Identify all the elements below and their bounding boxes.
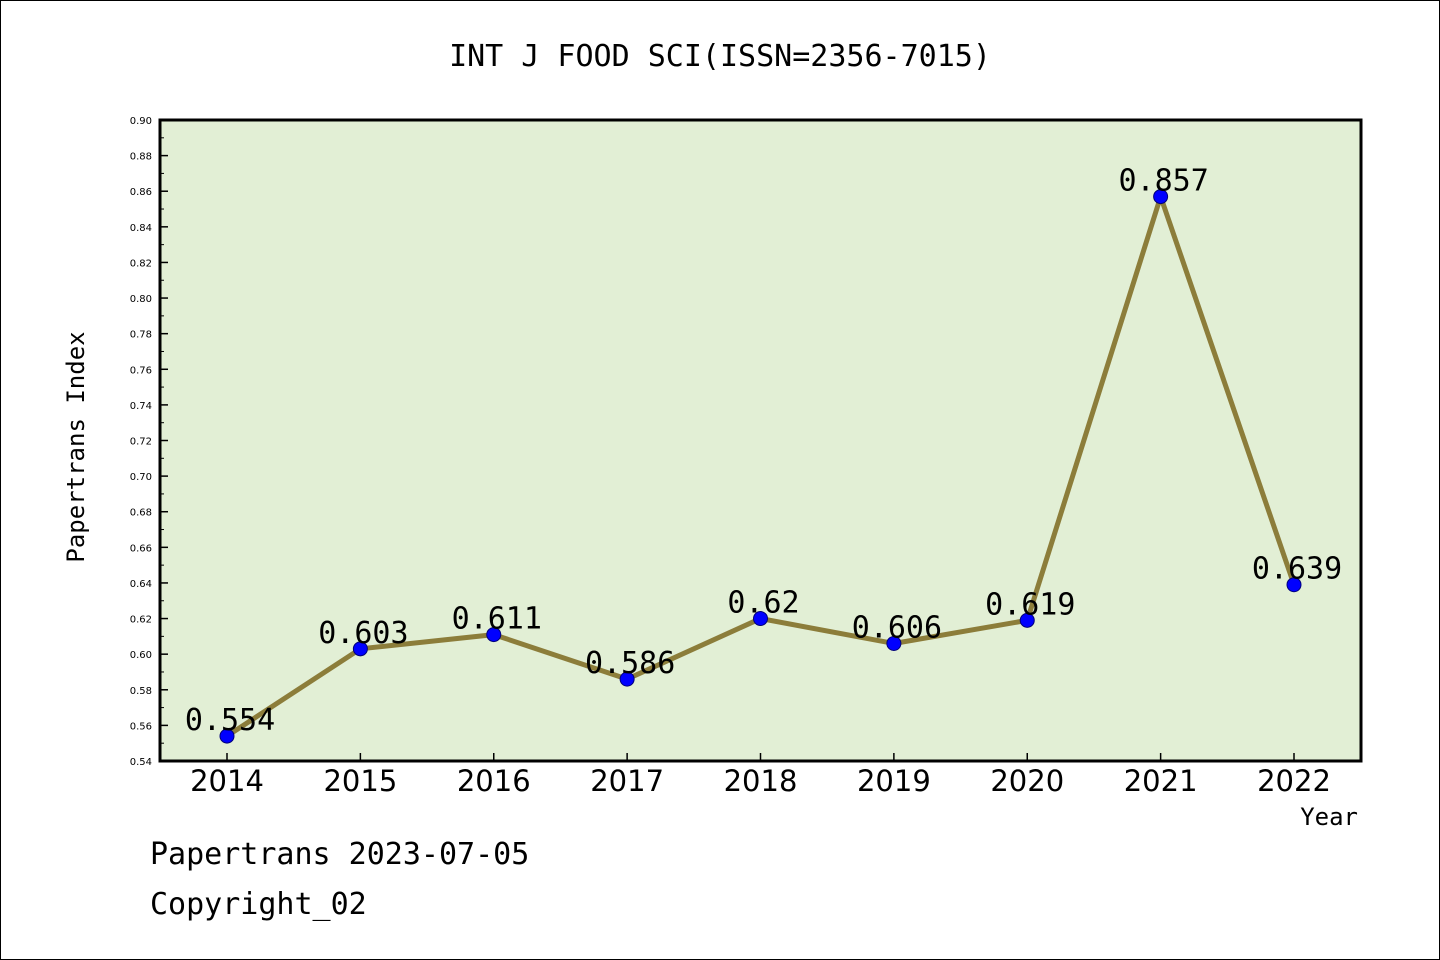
chart-title: INT J FOOD SCI(ISSN=2356-7015): [449, 39, 991, 74]
x-tick-label: 2017: [590, 764, 664, 798]
y-tick-label: 0.64: [130, 579, 152, 590]
y-tick-label: 0.68: [130, 508, 152, 519]
data-label: 0.603: [318, 616, 408, 651]
y-tick-label: 0.72: [130, 437, 152, 448]
y-tick-label: 0.56: [130, 721, 152, 732]
footer-date: Papertrans 2023-07-05: [150, 837, 529, 872]
y-tick-label: 0.60: [130, 650, 152, 661]
y-tick-label: 0.58: [130, 686, 152, 697]
y-tick-label: 0.88: [130, 152, 152, 163]
data-point: [352, 641, 368, 657]
x-tick-label: 2014: [190, 764, 264, 798]
x-tick-label: 2019: [857, 764, 931, 798]
y-tick-label: 0.66: [130, 543, 152, 554]
footer-copyright: Copyright_02: [150, 887, 367, 922]
y-tick-label: 0.86: [130, 187, 152, 198]
data-label: 0.611: [452, 602, 542, 637]
data-label: 0.586: [585, 646, 675, 681]
data-point: [486, 627, 502, 643]
data-label: 0.62: [727, 586, 799, 621]
y-tick-label: 0.84: [130, 223, 152, 234]
data-label: 0.606: [852, 610, 942, 645]
y-tick-label: 0.82: [130, 258, 152, 269]
data-label: 0.554: [185, 703, 275, 738]
y-tick-label: 0.74: [130, 401, 152, 412]
data-point: [1286, 577, 1302, 593]
data-labels: 0.554 0.603 0.611 0.586 0.62 0.606 0.619 0.857 0…: [185, 164, 1342, 739]
y-axis: 0.54 0.56 0.58 0.60 0.62 0.64 0.66 0.68 0.70 0.72…: [130, 116, 168, 768]
y-tick-label: 0.54: [130, 757, 152, 768]
x-tick-label: 2022: [1257, 764, 1331, 798]
x-tick-label: 2016: [457, 764, 531, 798]
data-point: [886, 635, 902, 651]
data-point: [1019, 612, 1035, 628]
data-label: 0.619: [985, 587, 1075, 622]
data-label: 0.639: [1252, 552, 1342, 587]
y-tick-label: 0.78: [130, 330, 152, 341]
data-point: [619, 671, 635, 687]
y-tick-label: 0.80: [130, 294, 152, 305]
y-tick-label: 0.70: [130, 472, 152, 483]
data-point: [219, 728, 235, 744]
x-axis: 2014 2015 2016 2017 2018 2019 2020 2021 2022: [190, 753, 1331, 798]
data-points: [219, 189, 1302, 744]
x-tick-label: 2018: [724, 764, 798, 798]
y-tick-label: 0.76: [130, 365, 152, 376]
data-label: 0.857: [1118, 164, 1208, 199]
y-axis-label: Papertrans Index: [62, 331, 90, 562]
y-tick-label: 0.62: [130, 615, 152, 626]
x-tick-label: 2020: [990, 764, 1064, 798]
y-tick-label: 0.90: [130, 116, 152, 127]
x-tick-label: 2015: [323, 764, 397, 798]
x-tick-label: 2021: [1124, 764, 1198, 798]
data-point: [753, 611, 768, 627]
x-axis-label: Year: [1300, 803, 1358, 831]
data-point: [1153, 189, 1169, 205]
